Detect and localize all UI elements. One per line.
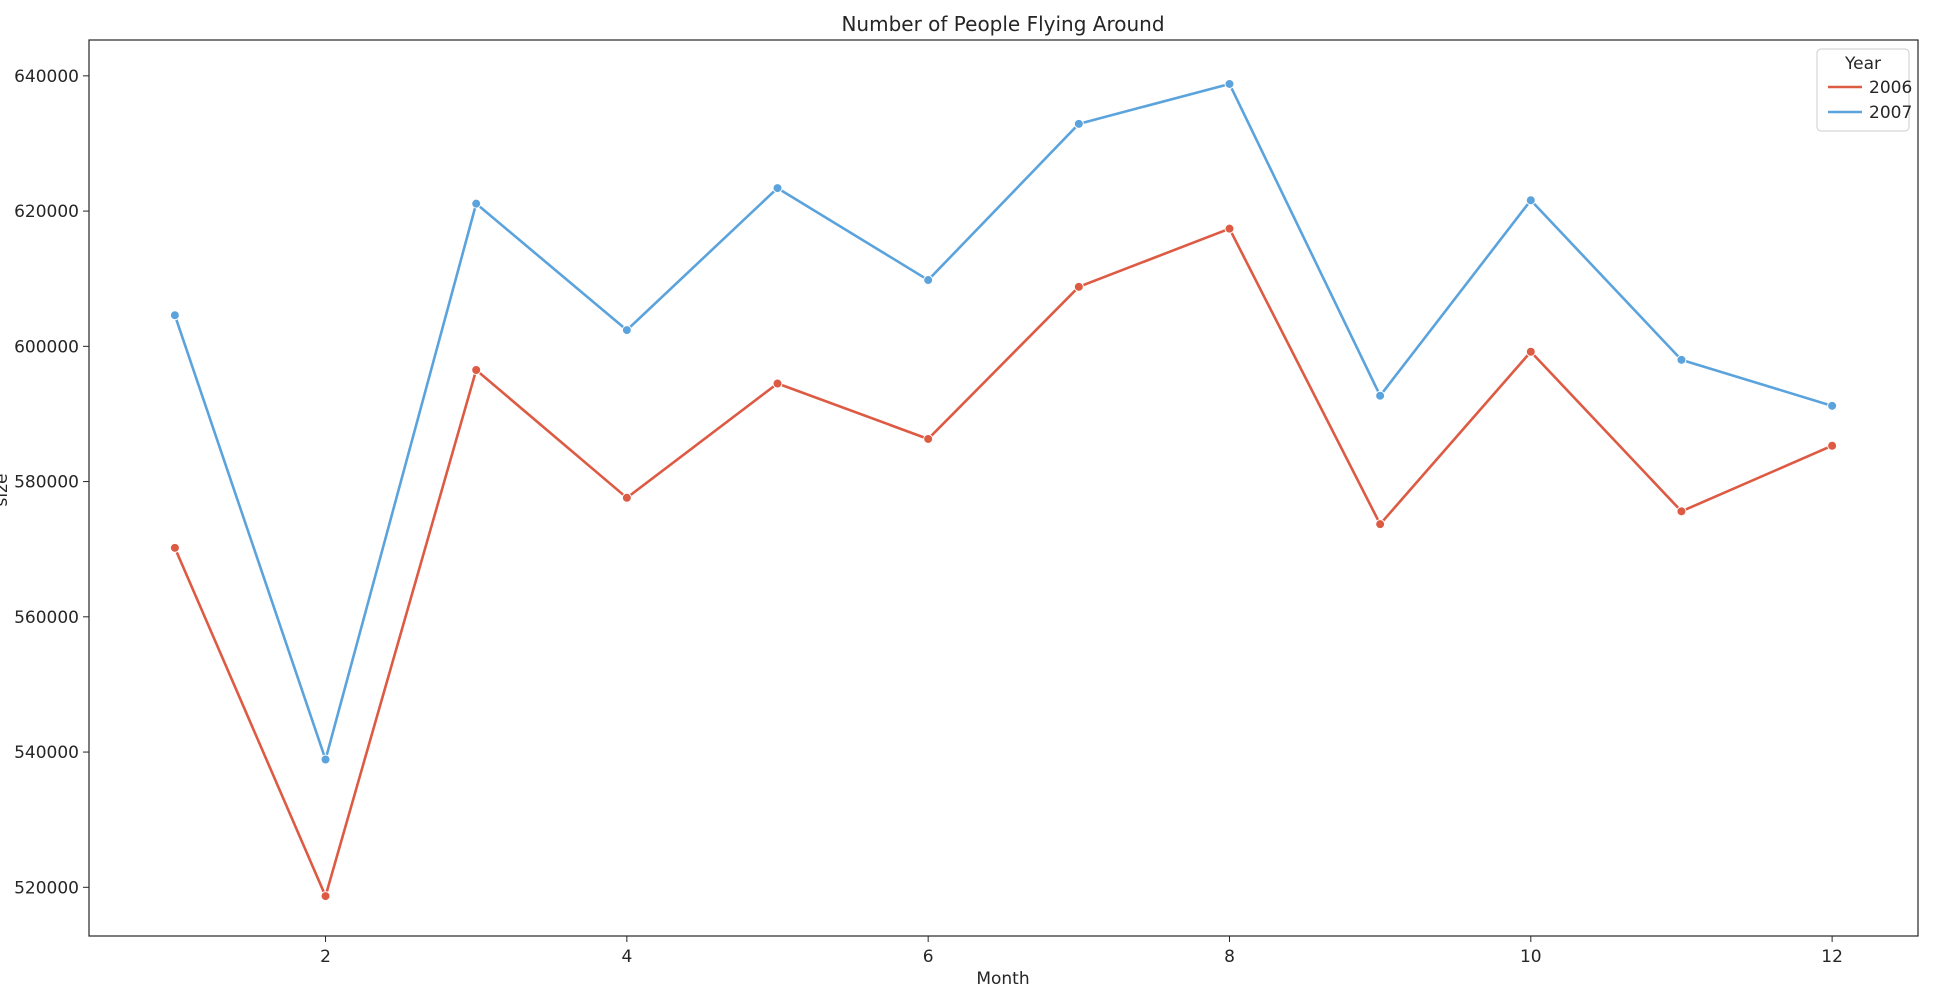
data-point-2007 xyxy=(1073,118,1084,129)
y-tick-label: 600000 xyxy=(14,337,79,357)
data-point-2007 xyxy=(1827,400,1838,411)
series-line-2006 xyxy=(173,227,1834,898)
data-point-2007 xyxy=(621,325,632,336)
series-layer xyxy=(169,78,1838,902)
y-tick-label: 640000 xyxy=(14,67,79,87)
data-point-2006 xyxy=(1224,223,1235,234)
x-tick-label: 2 xyxy=(320,947,331,967)
x-axis-label: Month xyxy=(976,969,1029,989)
data-point-2007 xyxy=(772,183,783,194)
x-tick-label: 8 xyxy=(1224,947,1235,967)
data-point-2006 xyxy=(169,542,180,553)
y-tick-label: 540000 xyxy=(14,743,79,763)
data-point-2006 xyxy=(621,492,632,503)
legend-label-2006: 2006 xyxy=(1869,78,1912,98)
x-axis-ticks: 2 4 6 8 10 12 xyxy=(320,936,1843,967)
series-2007 xyxy=(169,78,1838,765)
data-point-2006 xyxy=(1375,519,1386,530)
y-tick-label: 560000 xyxy=(14,608,79,628)
legend: Year 2006 2007 xyxy=(1816,48,1912,132)
y-tick-label: 520000 xyxy=(14,878,79,898)
data-point-2006 xyxy=(1073,281,1084,292)
data-point-2007 xyxy=(320,754,331,765)
data-point-2006 xyxy=(1525,346,1536,357)
data-point-2007 xyxy=(1375,390,1386,401)
data-point-2007 xyxy=(471,198,482,209)
data-point-2007 xyxy=(1676,354,1687,365)
plot-frame xyxy=(88,39,1919,937)
legend-items: 2006 2007 xyxy=(1828,78,1912,123)
data-point-2007 xyxy=(169,310,180,321)
data-point-2006 xyxy=(1827,440,1838,451)
data-point-2007 xyxy=(1525,195,1536,206)
legend-box xyxy=(1816,48,1910,132)
data-point-2007 xyxy=(1224,78,1235,89)
chart-title: Number of People Flying Around xyxy=(841,12,1164,36)
y-axis-ticks: 520000 540000 560000 580000 600000 620000 6400… xyxy=(14,67,89,898)
x-tick-label: 6 xyxy=(923,947,934,967)
legend-title: Year xyxy=(1844,54,1881,74)
data-point-2006 xyxy=(772,378,783,389)
series-line-2007 xyxy=(173,82,1834,761)
y-tick-label: 620000 xyxy=(14,202,79,222)
data-point-2006 xyxy=(1676,506,1687,517)
x-tick-label: 10 xyxy=(1520,947,1542,967)
data-point-2007 xyxy=(923,275,934,286)
series-2006 xyxy=(169,223,1838,902)
x-tick-label: 12 xyxy=(1821,947,1843,967)
y-tick-label: 580000 xyxy=(14,473,79,493)
x-tick-label: 4 xyxy=(621,947,632,967)
data-point-2006 xyxy=(471,364,482,375)
data-point-2006 xyxy=(320,891,331,902)
data-point-2006 xyxy=(923,433,934,444)
y-axis-label: size xyxy=(0,474,12,507)
legend-label-2007: 2007 xyxy=(1869,103,1912,123)
